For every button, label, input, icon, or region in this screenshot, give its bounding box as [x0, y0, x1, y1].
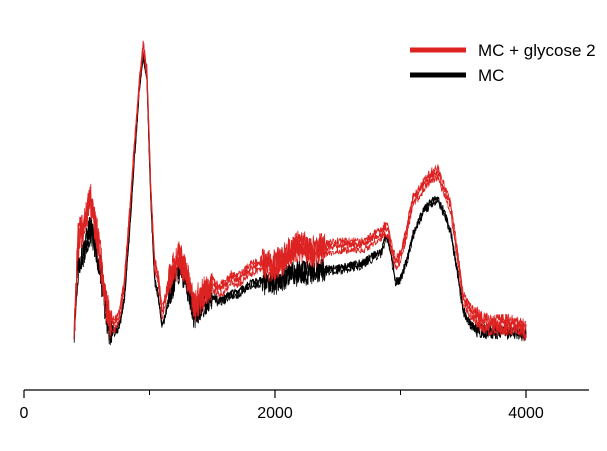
series-layer: [73, 40, 527, 346]
legend-item-mc: MC: [410, 66, 504, 85]
x-tick-label: 0: [20, 405, 29, 422]
series-line-mc-glycose-replicate: [73, 51, 527, 341]
legend-label: MC + glycose 2: [478, 41, 596, 60]
x-tick-label: 4000: [508, 405, 544, 422]
series-line-mc-glycose: [73, 44, 527, 336]
legend-item-mc-glycose: MC + glycose 2: [410, 41, 596, 60]
x-axis: 0 2000 4000: [20, 389, 589, 422]
legend-label: MC: [478, 66, 504, 85]
x-tick-label: 2000: [257, 405, 293, 422]
series-line-mc-replicate: [73, 59, 527, 346]
series-line-mc: [73, 53, 527, 344]
legend: MC + glycose 2 MC: [410, 41, 596, 85]
series-line-mc-glycose-replicate: [73, 40, 527, 332]
